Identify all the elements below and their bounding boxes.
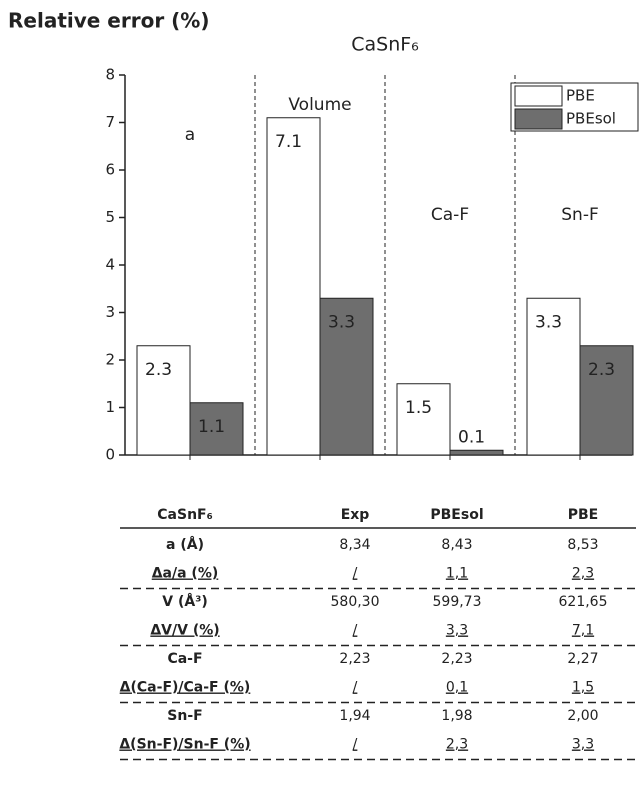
table-cell: 2,23 xyxy=(339,651,370,667)
value-label: 2.3 xyxy=(588,360,615,380)
value-label: 2.3 xyxy=(145,360,172,380)
value-label: 0.1 xyxy=(458,427,485,447)
table-cell: 1,5 xyxy=(572,680,594,696)
table-cell: 8,34 xyxy=(339,537,370,553)
table-cell: 8,53 xyxy=(567,537,598,553)
bar xyxy=(396,383,451,456)
bar xyxy=(189,402,244,456)
table-cell: / xyxy=(353,566,358,582)
bar xyxy=(526,297,581,456)
y-tick-label: 2 xyxy=(105,351,115,369)
row-label: ΔV/V (%) xyxy=(150,623,219,639)
table-cell: / xyxy=(353,623,358,639)
table-cell: 2,3 xyxy=(446,737,468,753)
table-cell: 1,94 xyxy=(339,708,370,724)
value-label: 7.1 xyxy=(275,132,302,152)
value-label: 1.5 xyxy=(405,398,432,418)
table-cell: 8,43 xyxy=(441,537,472,553)
y-tick-label: 3 xyxy=(105,303,115,321)
table-cell: / xyxy=(353,737,358,753)
table-header: PBE xyxy=(568,507,599,523)
y-tick-label: 1 xyxy=(105,398,115,416)
row-label: V (Å³) xyxy=(162,593,207,610)
row-label: Δ(Sn-F)/Sn-F (%) xyxy=(119,737,250,753)
row-label: a (Å) xyxy=(166,536,204,553)
table-cell: 580,30 xyxy=(331,594,380,610)
chart-title: CaSnF₆ xyxy=(351,34,419,56)
category-label: Sn-F xyxy=(561,205,598,225)
table-cell: 2,3 xyxy=(572,566,594,582)
legend-swatch xyxy=(514,108,563,130)
y-tick-label: 5 xyxy=(105,208,115,226)
bar xyxy=(319,297,374,456)
category-label: a xyxy=(185,125,195,145)
row-label: Δ(Ca-F)/Ca-F (%) xyxy=(120,680,251,696)
bar xyxy=(136,345,191,456)
table-cell: 3,3 xyxy=(446,623,468,639)
y-tick-label: 0 xyxy=(105,446,115,464)
table-cell: 2,23 xyxy=(441,651,472,667)
row-label: Ca-F xyxy=(167,651,202,667)
y-tick-label: 8 xyxy=(105,66,115,84)
category-label: Volume xyxy=(288,95,351,115)
y-tick-label: 4 xyxy=(105,256,115,274)
table-cell: 3,3 xyxy=(572,737,594,753)
table-cell: 2,27 xyxy=(567,651,598,667)
table-cell: 1,1 xyxy=(446,566,468,582)
table-header: PBEsol xyxy=(430,507,483,523)
table-cell: 621,65 xyxy=(559,594,608,610)
y-axis-title: Relative error (%) xyxy=(8,9,209,33)
row-label: Sn-F xyxy=(167,708,202,724)
value-label: 3.3 xyxy=(535,312,562,332)
table-cell: 2,00 xyxy=(567,708,598,724)
value-label: 3.3 xyxy=(328,312,355,332)
table-cell: 0,1 xyxy=(446,680,468,696)
table-cell: / xyxy=(353,680,358,696)
y-tick-label: 7 xyxy=(105,113,115,131)
table-cell: 599,73 xyxy=(433,594,482,610)
legend-label: PBE xyxy=(566,87,595,105)
y-tick-label: 6 xyxy=(105,161,115,179)
value-label: 1.1 xyxy=(198,417,225,437)
bar xyxy=(579,345,634,456)
table-header: CaSnF₆ xyxy=(157,507,212,523)
legend-swatch xyxy=(514,85,563,107)
table-header: Exp xyxy=(341,507,370,523)
row-label: Δa/a (%) xyxy=(152,566,219,582)
table-cell: 1,98 xyxy=(441,708,472,724)
table-cell: 7,1 xyxy=(572,623,594,639)
bar xyxy=(449,449,504,456)
bar xyxy=(266,117,321,456)
category-label: Ca-F xyxy=(431,205,469,225)
legend-label: PBEsol xyxy=(566,110,616,128)
